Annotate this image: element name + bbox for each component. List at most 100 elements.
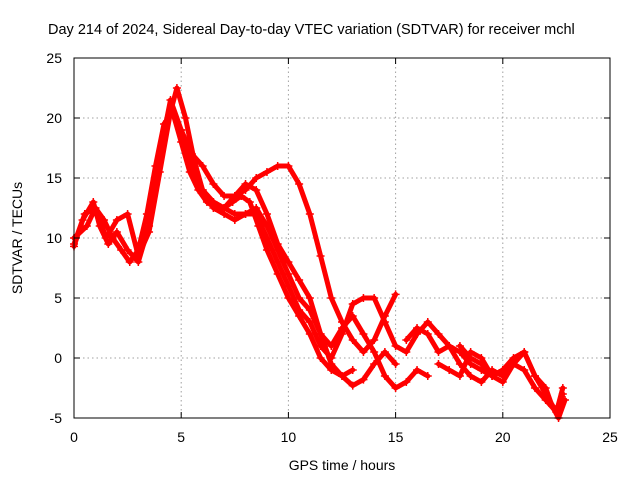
axis-ticks: 0 5 10 15 20 25 -5 0 5 10 15 20 25 — [46, 50, 618, 445]
data-point — [237, 192, 246, 200]
data-point — [541, 384, 550, 392]
data-point — [391, 360, 400, 368]
data-point — [316, 342, 325, 350]
series-satellite-track-3 — [70, 108, 357, 380]
series-satellite-track-4 — [177, 126, 432, 392]
data-point — [273, 162, 282, 170]
y-tick-label: 15 — [46, 170, 62, 186]
data-point — [228, 198, 237, 206]
data-point — [327, 366, 336, 374]
data-point — [262, 210, 271, 218]
data-point — [241, 210, 250, 218]
data-point — [359, 330, 368, 338]
data-point — [466, 354, 475, 362]
data-point — [172, 84, 181, 92]
x-tick-label: 0 — [70, 429, 78, 445]
data-point — [423, 372, 432, 380]
data-point — [498, 378, 507, 386]
data-point — [305, 318, 314, 326]
data-point — [391, 384, 400, 392]
data-point — [434, 330, 443, 338]
data-point — [295, 276, 304, 284]
data-point — [209, 180, 218, 188]
data-point — [348, 381, 357, 390]
data-point — [112, 228, 121, 236]
data-point — [198, 162, 207, 170]
plot-area — [70, 84, 569, 422]
series-line — [71, 97, 399, 355]
data-point — [552, 408, 561, 416]
data-point — [168, 108, 177, 116]
data-point — [104, 240, 113, 248]
data-point — [160, 120, 169, 128]
data-point — [455, 372, 464, 380]
data-point — [530, 384, 539, 392]
data-point — [413, 366, 422, 374]
y-tick-label: 20 — [46, 110, 62, 126]
data-point — [434, 360, 443, 368]
data-point — [82, 222, 91, 230]
data-point — [220, 192, 229, 200]
x-tick-label: 20 — [495, 429, 511, 445]
data-point — [273, 258, 282, 266]
data-point — [402, 378, 411, 386]
data-point — [359, 375, 368, 384]
data-point — [509, 360, 518, 368]
data-point — [125, 258, 134, 266]
data-point — [327, 354, 336, 362]
y-axis-label: SDTVAR / TECUs — [9, 182, 25, 294]
data-point — [466, 372, 475, 380]
data-point — [284, 282, 293, 290]
data-point — [177, 126, 186, 134]
data-point — [445, 366, 454, 374]
data-point — [80, 210, 89, 218]
x-tick-label: 25 — [602, 429, 618, 445]
series-satellite-track-8 — [455, 342, 567, 416]
data-point — [187, 162, 196, 170]
y-tick-label: 10 — [46, 230, 62, 246]
series-line — [210, 205, 506, 379]
data-point — [402, 348, 411, 356]
data-point — [252, 210, 261, 218]
x-tick-label: 5 — [177, 429, 185, 445]
series-line — [178, 127, 431, 391]
data-point — [391, 342, 400, 350]
data-point — [316, 354, 325, 362]
data-point — [370, 294, 379, 302]
data-point — [123, 210, 132, 218]
data-point — [198, 186, 207, 194]
data-point — [348, 300, 357, 308]
data-point — [108, 234, 117, 242]
data-point — [295, 180, 304, 188]
data-point — [89, 198, 98, 206]
data-point — [155, 168, 164, 176]
data-point — [151, 162, 160, 170]
data-point — [520, 348, 529, 356]
data-point — [209, 204, 218, 212]
data-point — [245, 198, 254, 206]
series-satellite-track-5 — [209, 204, 507, 380]
y-tick-label: 5 — [54, 290, 62, 306]
data-point — [262, 168, 271, 176]
data-point — [252, 186, 261, 194]
data-point — [142, 210, 151, 218]
data-point — [558, 390, 567, 398]
data-point — [181, 114, 190, 122]
data-point — [423, 330, 432, 338]
data-point — [338, 330, 346, 338]
data-point — [370, 336, 379, 344]
data-point — [100, 216, 109, 224]
data-point — [391, 290, 400, 299]
data-point — [530, 372, 539, 380]
data-point — [220, 210, 229, 218]
data-point — [359, 348, 368, 356]
series-line — [71, 109, 356, 379]
data-point — [445, 342, 454, 350]
data-point — [380, 372, 389, 380]
data-point — [348, 366, 357, 374]
y-tick-label: 25 — [46, 50, 62, 66]
data-point — [252, 174, 261, 182]
data-point — [145, 228, 154, 236]
data-point — [112, 216, 121, 224]
